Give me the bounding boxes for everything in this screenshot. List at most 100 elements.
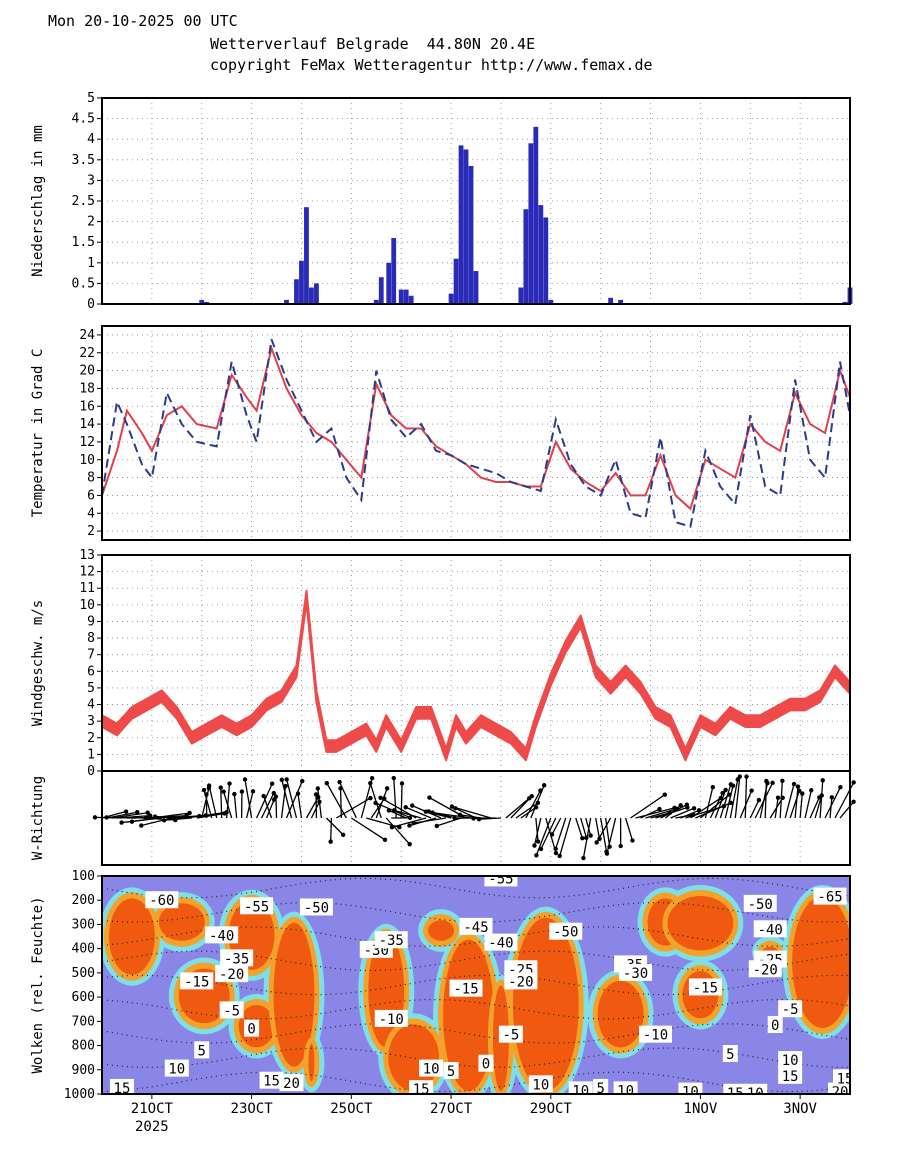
precip-y-tick-label: 4 bbox=[87, 132, 95, 147]
wind-direction-arrowhead bbox=[227, 781, 232, 786]
wind-direction-arrowhead bbox=[411, 820, 416, 826]
precip-bar bbox=[373, 299, 379, 304]
contour-label-box bbox=[722, 1045, 738, 1063]
x-date-label: 25OCT bbox=[330, 1101, 373, 1117]
contour-label-box bbox=[484, 933, 518, 951]
wind-direction-arrowhead bbox=[791, 781, 797, 787]
wind-direction-arrowhead bbox=[532, 843, 537, 848]
wind-direction-arrow bbox=[582, 817, 592, 859]
wind-direction-arrow bbox=[369, 783, 382, 819]
wind-direction-arrowhead bbox=[373, 800, 378, 806]
wind-y-tick-label: 8 bbox=[87, 631, 95, 646]
wind-direction-arrow bbox=[624, 817, 634, 841]
wind-direction-arrow bbox=[630, 794, 666, 819]
contour-label-box bbox=[205, 926, 239, 944]
wind-direction-arrowhead bbox=[239, 789, 245, 794]
wind-direction-arrow bbox=[297, 793, 303, 819]
wind-direction-arrow bbox=[510, 795, 533, 819]
wind-direction-arrow bbox=[784, 783, 795, 819]
wind-direction-arrowhead bbox=[187, 810, 192, 816]
isotherm-line bbox=[102, 877, 850, 899]
wind-y-tick-label: 5 bbox=[87, 681, 95, 696]
wind-direction-arrowhead bbox=[630, 838, 635, 843]
wind-direction-arrow bbox=[704, 786, 714, 819]
precip-bar bbox=[453, 258, 459, 304]
wind-direction-arrowhead bbox=[580, 836, 585, 841]
wind-direction-arrow bbox=[385, 817, 411, 845]
contour-label-box bbox=[240, 897, 274, 915]
cloud-humidity-high bbox=[308, 1043, 315, 1082]
contour-label-box bbox=[778, 1000, 803, 1018]
wind-direction-arrowhead bbox=[678, 803, 683, 808]
contour-label: -55 bbox=[488, 871, 513, 887]
contour-label: 5 bbox=[447, 1064, 455, 1080]
wind-y-axis-label: Windgeschw. m/s bbox=[30, 600, 46, 726]
cloud-y-tick-label: 600 bbox=[72, 990, 95, 1005]
wind-direction-arrow bbox=[530, 785, 545, 819]
wind-direction-arrowhead bbox=[410, 803, 415, 808]
wind-direction-arrow bbox=[540, 817, 557, 850]
wind-direction-arrow bbox=[285, 780, 303, 819]
cloud-humidity-high bbox=[792, 895, 850, 1029]
wind-direction-arrow bbox=[391, 817, 427, 828]
wind-direction-arrow bbox=[734, 776, 741, 819]
wind-direction-arrowhead bbox=[764, 778, 769, 784]
wind-direction-arrow bbox=[555, 817, 567, 850]
wind-direction-arrowhead bbox=[104, 815, 109, 820]
precip-bar bbox=[378, 277, 384, 304]
wind-direction-arrow bbox=[839, 801, 855, 819]
wind-direction-arrow bbox=[281, 779, 293, 819]
contour-label: -40 bbox=[488, 936, 513, 952]
wind-direction-arrow bbox=[779, 780, 784, 819]
contour-label: -35 bbox=[379, 933, 404, 949]
wind-direction-arrowhead bbox=[324, 780, 330, 786]
contour-label-box bbox=[409, 1080, 434, 1094]
wind-direction-arrow bbox=[436, 817, 462, 827]
wind-direction-arrowhead bbox=[775, 795, 781, 800]
precip-y-tick-label: 4.5 bbox=[72, 112, 95, 127]
wind-direction-arrowhead bbox=[730, 783, 736, 788]
wind-direction-arrow bbox=[413, 817, 447, 824]
precip-bar bbox=[458, 145, 464, 304]
precip-bar bbox=[398, 289, 404, 304]
wind-direction-arrow bbox=[255, 783, 273, 819]
contour-label-box bbox=[723, 1083, 748, 1094]
wind-direction-arrow bbox=[640, 808, 660, 819]
wind-direction-arrowhead bbox=[295, 791, 301, 796]
precip-bar bbox=[543, 217, 549, 304]
contour-label: -5 bbox=[502, 1028, 519, 1044]
wind-direction-arrowhead bbox=[242, 777, 248, 782]
wind-direction-arrowhead bbox=[369, 775, 375, 781]
isotherm-line bbox=[102, 902, 850, 923]
wind-direction-arrow bbox=[744, 776, 748, 819]
temp-panel-frame bbox=[101, 325, 851, 541]
wind-direction-arrowhead bbox=[662, 792, 668, 797]
wind-direction-arrowhead bbox=[283, 783, 288, 789]
wind-direction-arrowhead bbox=[313, 792, 319, 797]
contour-label-box bbox=[748, 960, 782, 978]
temp-y-tick-label: 24 bbox=[79, 328, 95, 343]
contour-label-box bbox=[743, 1083, 768, 1094]
wind-direction-arrow bbox=[106, 816, 137, 819]
precip-bar bbox=[304, 207, 309, 304]
wind-y-tick-label: 2 bbox=[87, 731, 95, 746]
contour-label: -10 bbox=[643, 1028, 668, 1044]
wind-direction-arrowhead bbox=[145, 810, 150, 815]
temp-y-tick-label: 10 bbox=[79, 453, 95, 468]
precip-y-tick-label: 2 bbox=[87, 215, 95, 230]
wind-direction-arrowhead bbox=[426, 809, 431, 814]
wind-direction-arrowhead bbox=[152, 814, 158, 819]
x-date-label: 21OCT bbox=[131, 1101, 174, 1117]
wind-direction-arrow bbox=[714, 789, 727, 819]
contour-label-box bbox=[833, 1069, 850, 1087]
wind-direction-arrowhead bbox=[710, 784, 716, 790]
wind-direction-arrow bbox=[605, 817, 611, 847]
contour-label: -50 bbox=[748, 897, 773, 913]
cloud-y-tick-label: 700 bbox=[72, 1014, 95, 1029]
wind-direction-arrow bbox=[208, 785, 218, 819]
contour-label-box bbox=[767, 1015, 783, 1033]
wind-direction-arrow bbox=[551, 817, 562, 835]
wind-direction-arrow bbox=[814, 795, 823, 819]
wind-direction-arrowhead bbox=[684, 802, 690, 807]
wind-y-tick-label: 11 bbox=[79, 581, 95, 596]
